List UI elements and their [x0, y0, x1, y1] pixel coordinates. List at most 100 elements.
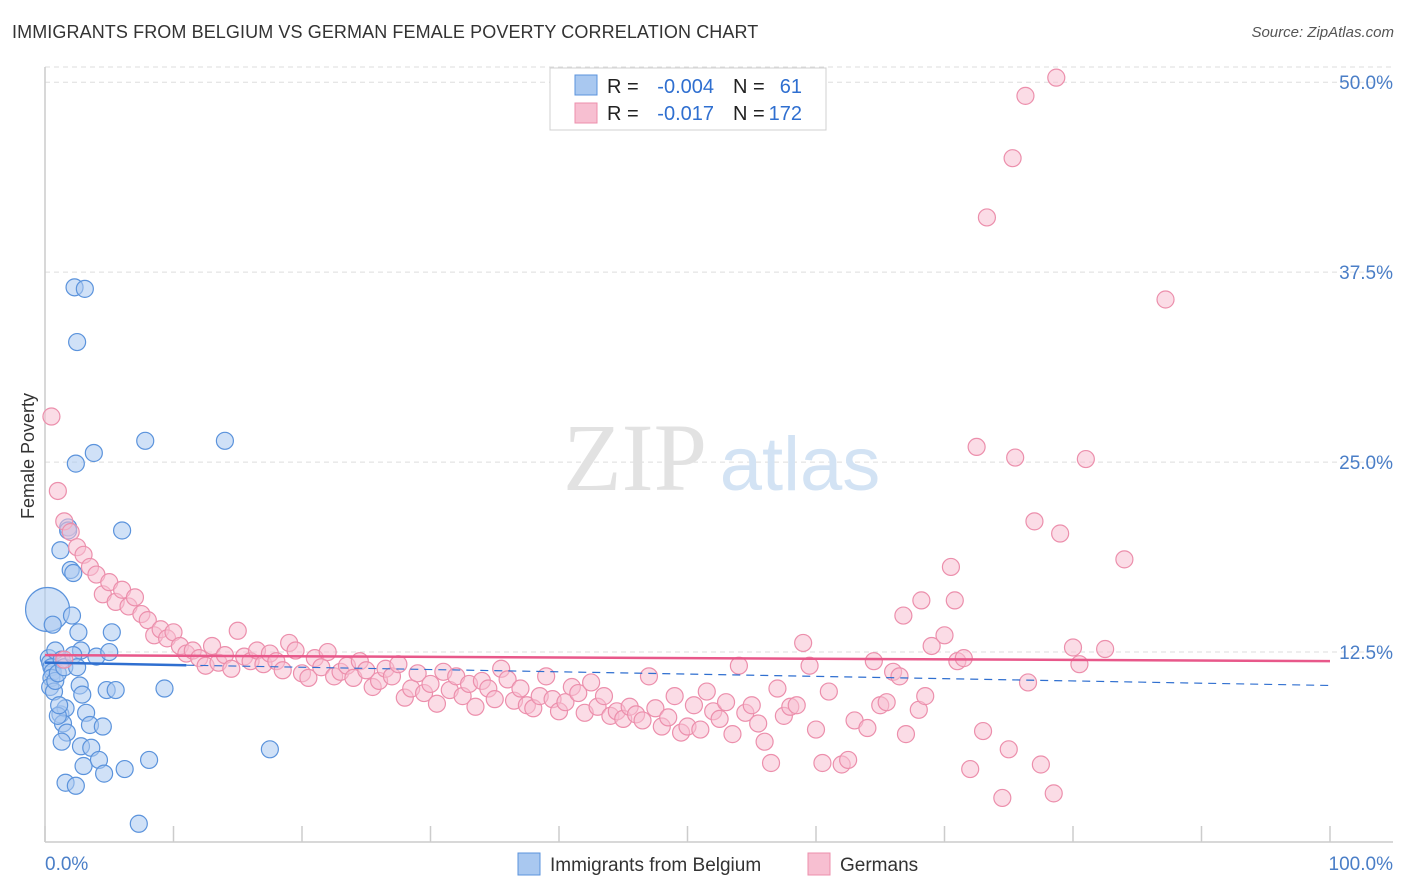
- y-tick-label: 37.5%: [1339, 263, 1393, 284]
- point-belgium: [69, 623, 88, 642]
- point-germans: [761, 753, 781, 773]
- point-germans: [768, 679, 787, 698]
- point-germans: [594, 687, 614, 706]
- point-belgium: [260, 740, 279, 759]
- stats-box: R = -0.004 N = 61 R = -0.017 N = 172: [549, 67, 827, 131]
- point-germans: [42, 407, 61, 426]
- y-axis-tick-labels: 12.5% 25.0% 37.5% 50.0%: [1339, 73, 1393, 664]
- point-belgium: [74, 756, 93, 776]
- point-germans: [819, 682, 838, 701]
- point-belgium: [66, 454, 85, 473]
- point-germans: [1096, 639, 1115, 659]
- point-belgium: [84, 443, 103, 463]
- legend-swatch-belgium: [517, 852, 541, 876]
- point-belgium: [93, 717, 112, 736]
- point-germans: [61, 522, 80, 542]
- point-belgium: [106, 680, 125, 700]
- point-germans: [691, 720, 710, 739]
- point-germans: [1031, 755, 1050, 774]
- trend-belgium-solid: [44, 661, 187, 667]
- point-germans: [273, 661, 292, 680]
- point-germans: [973, 721, 993, 741]
- point-germans: [877, 693, 896, 712]
- point-belgium: [136, 431, 155, 450]
- point-germans: [916, 687, 935, 706]
- point-germans: [890, 667, 909, 686]
- point-germans: [993, 788, 1012, 808]
- point-germans: [582, 673, 601, 692]
- point-germans: [697, 682, 716, 701]
- chart-source: Source: ZipAtlas.com: [1251, 24, 1394, 41]
- watermark-atlas: atlas: [720, 422, 881, 507]
- stats-n-label-germans: N =: [733, 103, 765, 125]
- point-germans: [896, 725, 916, 744]
- y-tick-label: 50.0%: [1339, 73, 1393, 94]
- point-germans: [1070, 655, 1089, 674]
- point-belgium: [51, 541, 70, 560]
- point-belgium: [115, 759, 134, 779]
- point-germans: [1076, 449, 1095, 469]
- trend-lines: [44, 653, 1331, 687]
- point-germans: [646, 699, 665, 718]
- point-germans: [755, 732, 774, 751]
- series-belgium-points: [24, 278, 279, 833]
- stats-n-value-belgium: 61: [780, 76, 802, 98]
- point-germans: [639, 667, 659, 686]
- point-germans: [389, 655, 408, 674]
- point-belgium: [139, 750, 159, 770]
- legend-label-germans: Germans: [840, 855, 918, 876]
- point-belgium: [95, 764, 114, 783]
- chart-title: IMMIGRANTS FROM BELGIUM VS GERMAN FEMALE…: [12, 22, 759, 42]
- x-axis-ticks: [44, 826, 1331, 842]
- point-germans: [954, 649, 973, 668]
- point-germans: [421, 674, 440, 694]
- point-belgium: [62, 606, 82, 625]
- point-germans: [511, 679, 530, 698]
- y-axis-label: Female Poverty: [18, 393, 38, 519]
- point-germans: [1115, 550, 1134, 569]
- point-germans: [723, 725, 742, 744]
- point-germans: [1006, 448, 1025, 467]
- point-germans: [967, 437, 986, 457]
- point-belgium: [155, 679, 174, 698]
- point-germans: [228, 621, 247, 640]
- point-germans: [961, 759, 980, 779]
- trend-belgium-dashed: [186, 664, 1331, 687]
- point-germans: [716, 693, 736, 712]
- point-belgium: [64, 563, 83, 583]
- point-germans: [922, 636, 941, 656]
- point-germans: [485, 690, 504, 709]
- point-germans: [466, 697, 485, 716]
- point-germans: [729, 656, 749, 675]
- point-germans: [556, 693, 575, 712]
- point-germans: [787, 696, 806, 715]
- point-germans: [357, 661, 376, 680]
- point-germans: [633, 711, 652, 730]
- chart-legend: Immigrants from Belgium Germans: [517, 852, 918, 876]
- point-germans: [800, 656, 819, 675]
- point-germans: [48, 481, 67, 501]
- stats-r-label-belgium: R =: [607, 76, 639, 98]
- point-belgium: [112, 521, 132, 540]
- point-germans: [794, 633, 813, 653]
- stats-r-value-belgium: -0.004: [657, 76, 714, 98]
- point-germans: [1156, 290, 1175, 309]
- point-germans: [813, 753, 832, 773]
- point-belgium: [66, 776, 85, 795]
- point-belgium: [100, 642, 119, 662]
- point-belgium: [73, 685, 92, 704]
- point-germans: [999, 740, 1018, 759]
- point-germans: [839, 750, 858, 770]
- point-germans: [1047, 68, 1066, 87]
- stats-n-label-belgium: N =: [733, 76, 765, 98]
- point-germans: [1063, 638, 1083, 657]
- point-belgium: [68, 332, 87, 352]
- point-germans: [286, 641, 305, 660]
- point-germans: [665, 687, 684, 706]
- point-germans: [1025, 512, 1044, 531]
- point-germans: [427, 694, 447, 713]
- point-belgium: [75, 279, 94, 298]
- point-germans: [569, 683, 588, 703]
- point-germans: [318, 642, 337, 662]
- y-tick-label: 25.0%: [1339, 453, 1393, 474]
